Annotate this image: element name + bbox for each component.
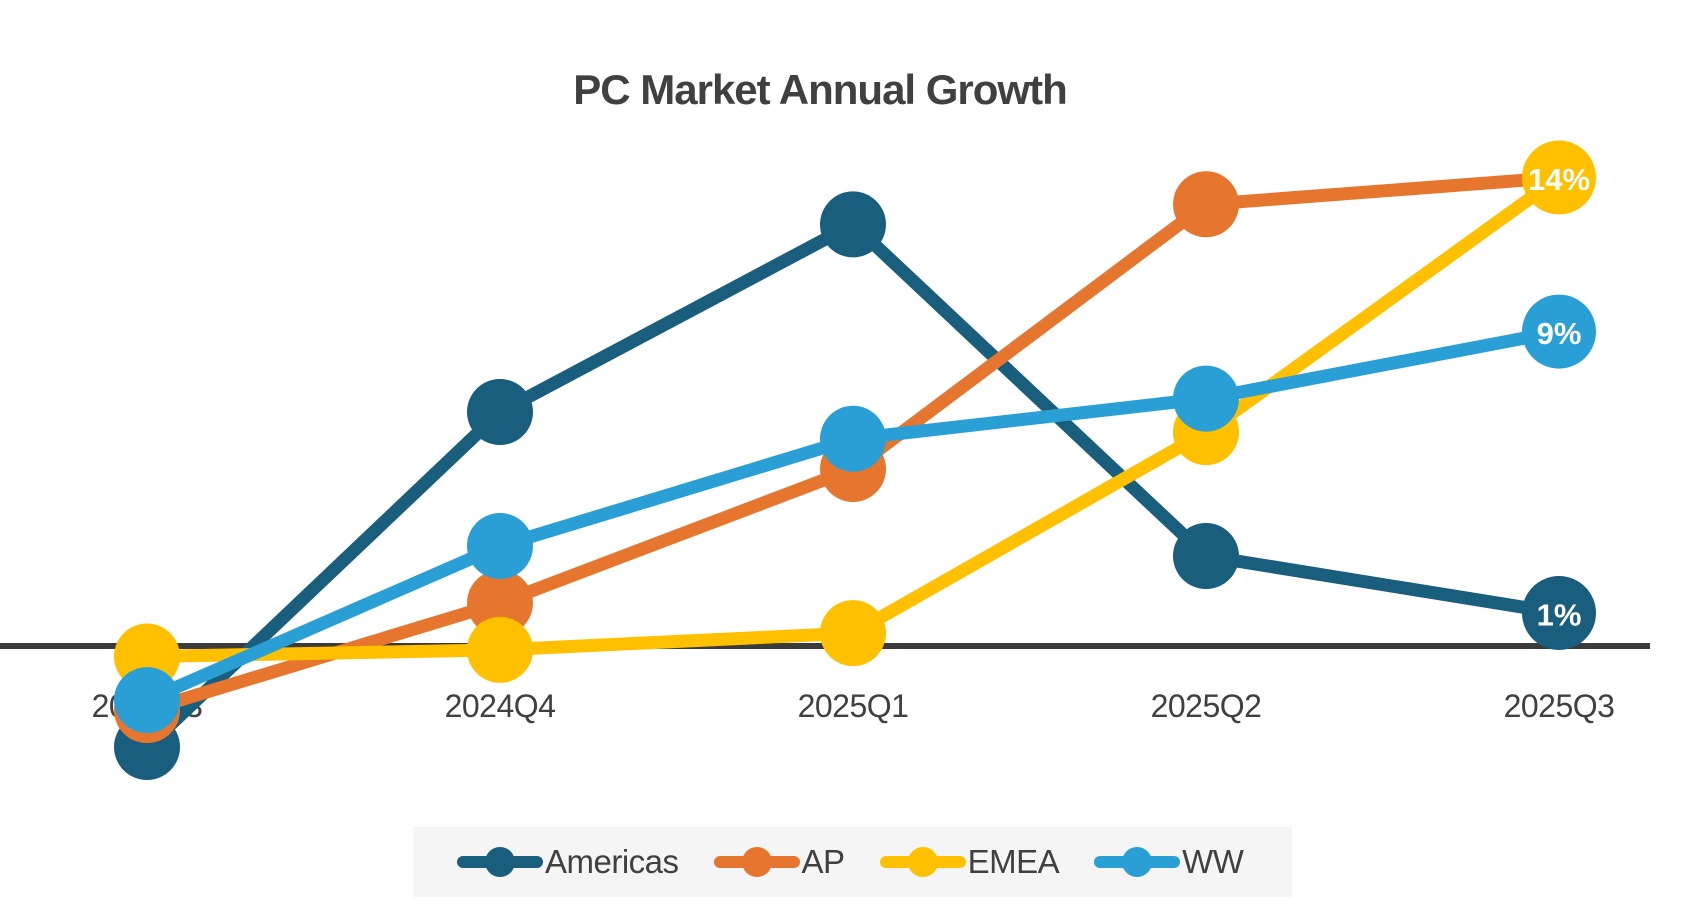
- marker-americas-2025q2: [1173, 523, 1239, 590]
- marker-emea-2024q4: [467, 616, 533, 683]
- series-layer: 1% 14% 9%: [114, 140, 1596, 780]
- legend-item-americas: Americas: [455, 843, 679, 881]
- data-label-ww: 9%: [1537, 316, 1582, 351]
- x-tick-2025q1: 2025Q1: [798, 688, 909, 724]
- marker-ww-2025q3: [1522, 294, 1596, 369]
- series-ww: 9%: [114, 294, 1596, 734]
- marker-ap-2025q2: [1173, 171, 1239, 238]
- marker-americas-2024q4: [467, 379, 533, 445]
- series-americas: 1%: [114, 191, 1596, 780]
- data-label-americas: 1%: [1537, 598, 1582, 633]
- legend-label-ap: AP: [801, 843, 846, 880]
- legend: Americas AP EMEA WW: [413, 827, 1292, 897]
- marker-ww-2025q2: [1173, 365, 1239, 432]
- legend-marker-ww-icon: [1094, 847, 1181, 877]
- x-tick-2025q2: 2025Q2: [1151, 688, 1262, 724]
- marker-americas-2025q3: [1522, 576, 1596, 650]
- data-label-emea: 14%: [1528, 162, 1590, 197]
- marker-ww-2024q3: [114, 667, 180, 734]
- legend-label-ww: WW: [1182, 843, 1244, 880]
- series-emea: 14%: [114, 140, 1596, 690]
- legend-item-emea: EMEA: [878, 843, 1060, 881]
- marker-ww-2024q4: [467, 513, 533, 579]
- x-tick-2024q4: 2024Q4: [445, 688, 556, 724]
- marker-emea-2025q3: [1522, 140, 1596, 215]
- marker-emea-2025q1: [820, 600, 886, 667]
- marker-ww-2025q1: [820, 405, 886, 472]
- legend-marker-emea-icon: [879, 847, 966, 877]
- x-axis-labels: 2024Q3 2024Q4 2025Q1 2025Q2 2025Q3: [92, 688, 1615, 724]
- legend-label-americas: Americas: [545, 843, 679, 880]
- legend-label-emea: EMEA: [967, 843, 1060, 880]
- chart-title: PC Market Annual Growth: [573, 66, 1068, 113]
- legend-marker-ap-icon: [713, 847, 800, 877]
- marker-americas-2025q1: [820, 191, 886, 258]
- legend-item-ww: WW: [1092, 843, 1244, 881]
- marker-ap-2024q4: [467, 569, 533, 636]
- legend-marker-americas-icon: [457, 847, 543, 877]
- legend-item-ap: AP: [712, 843, 845, 881]
- x-tick-2025q3: 2025Q3: [1504, 688, 1615, 724]
